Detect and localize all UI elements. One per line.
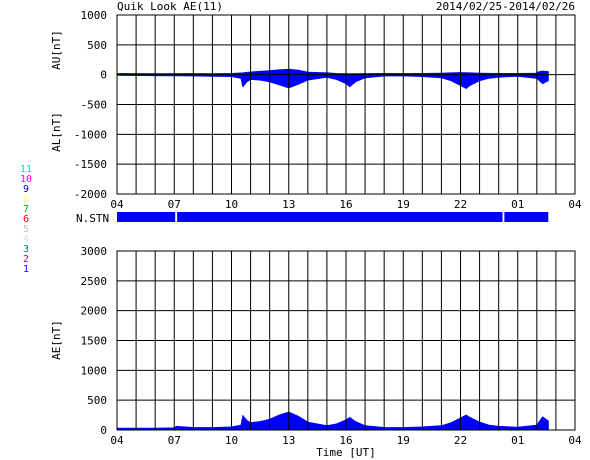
legend-station-7: 7	[23, 204, 29, 215]
ae-ytick-label: 0	[100, 424, 107, 437]
top-xtick-label: 01	[511, 198, 524, 211]
legend-station-5: 5	[23, 224, 29, 235]
top-series-au	[116, 68, 549, 76]
ae-series-ae	[116, 411, 549, 431]
legend-station-3: 3	[23, 244, 29, 255]
ae-ytick-label: 3000	[81, 245, 108, 258]
date-range: 2014/02/25-2014/02/26	[436, 0, 575, 13]
n-stn-segment	[504, 212, 549, 222]
top-frame	[116, 14, 576, 195]
top-ytick-label: -2000	[74, 188, 107, 201]
top-xtick-label: 04	[568, 198, 582, 211]
top-ytick-label: 0	[100, 69, 107, 82]
top-ytick-label: 500	[87, 39, 107, 52]
top-xtick-label: 04	[110, 198, 124, 211]
top-series-al	[116, 74, 549, 89]
n-stn-segment	[117, 212, 176, 222]
legend-station-10: 10	[20, 174, 32, 185]
top-ytick-label: -1500	[74, 158, 107, 171]
au-axis-label: AU[nT]	[50, 30, 63, 70]
top-ytick-label: 1000	[81, 9, 108, 22]
ae-xtick-label: 10	[225, 434, 238, 447]
ae-xtick-label: 01	[511, 434, 524, 447]
ae-xtick-label: 07	[168, 434, 181, 447]
ae-xtick-label: 04	[568, 434, 582, 447]
top-xtick-label: 22	[454, 198, 467, 211]
top-xtick-label: 07	[168, 198, 181, 211]
ae-ytick-label: 2000	[81, 305, 108, 318]
legend-station-9: 9	[23, 184, 29, 195]
n-stn-label: N.STN	[76, 212, 109, 225]
ae-axis-label: AE[nT]	[50, 320, 63, 360]
top-xtick-label: 16	[339, 198, 352, 211]
al-axis-label: AL[nT]	[50, 112, 63, 152]
top-ytick-label: -1000	[74, 128, 107, 141]
top-xtick-label: 10	[225, 198, 238, 211]
legend-station-6: 6	[23, 214, 29, 225]
station-count-bar: N.STN	[76, 212, 549, 225]
chart-title: Quik Look AE(11)	[117, 0, 223, 13]
legend-station-4: 4	[23, 234, 29, 245]
legend-station-1: 1	[23, 264, 29, 275]
ae-ytick-label: 1000	[81, 364, 108, 377]
legend-station-2: 2	[23, 254, 29, 265]
ae-xtick-label: 04	[110, 434, 124, 447]
top-xtick-label: 19	[397, 198, 410, 211]
x-axis-label: Time [UT]	[316, 446, 376, 459]
legend-station-11: 11	[20, 164, 32, 175]
top-xtick-label: 13	[282, 198, 295, 211]
ae-xtick-label: 13	[282, 434, 295, 447]
ae-ytick-label: 1500	[81, 335, 108, 348]
ae-frame	[116, 250, 576, 431]
n-stn-segment	[177, 212, 503, 222]
top-ytick-label: -500	[81, 99, 108, 112]
ae-xtick-label: 19	[397, 434, 410, 447]
ae-xtick-label: 16	[339, 434, 352, 447]
ae-ytick-label: 2500	[81, 275, 108, 288]
ae-ytick-label: 500	[87, 394, 107, 407]
ae-xtick-label: 22	[454, 434, 467, 447]
legend-station-8: 8	[23, 194, 29, 205]
